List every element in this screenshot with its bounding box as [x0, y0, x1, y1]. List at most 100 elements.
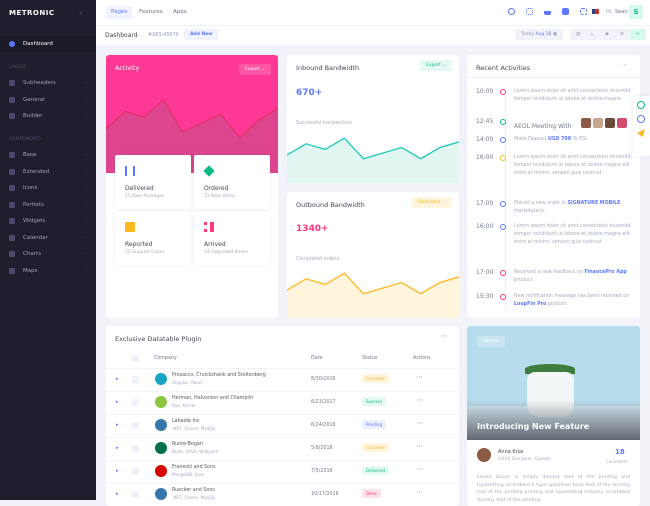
activity-link[interactable]: FinancePro App	[584, 270, 627, 275]
inbound-line	[287, 137, 459, 160]
sidebar-item-maps[interactable]: Maps ›	[0, 263, 96, 279]
avatar[interactable]	[581, 118, 592, 128]
actions-icon[interactable]: ⋯	[416, 465, 423, 473]
expand-icon[interactable]: ▸	[116, 422, 119, 428]
widgets-icon	[9, 218, 15, 224]
export-button[interactable]: Export ⌄	[239, 64, 271, 75]
column-header[interactable]: Date	[311, 356, 323, 361]
row-checkbox[interactable]	[132, 422, 139, 429]
greeting: Hi,	[606, 9, 613, 15]
sidebar-item-base[interactable]: Base ›	[0, 147, 96, 163]
page-code: #XRS-45670	[148, 33, 179, 38]
dot-icon	[500, 270, 506, 276]
dot-icon	[500, 224, 506, 230]
dot-icon	[500, 155, 506, 161]
sidebar-item-dashboard[interactable]: Dashboard	[0, 36, 96, 52]
activity-link[interactable]: SIGNATURE MOBILE	[567, 201, 621, 206]
search-icon[interactable]	[508, 8, 515, 15]
label: Export	[426, 63, 441, 68]
company-name[interactable]: Herman, Halvorson and Champlin	[172, 396, 254, 401]
basket-icon[interactable]	[562, 8, 569, 15]
activity-card: Activity Export ⌄ Delivered 15 New Packag…	[106, 55, 278, 318]
sidebar-item-calendar[interactable]: Calendar ›	[0, 230, 96, 246]
activity-link[interactable]: LoopFin Pro	[514, 302, 547, 307]
actions-icon[interactable]: ⋯	[416, 396, 423, 404]
feature-title[interactable]: Introducing New Feature	[477, 422, 590, 431]
sidebar-item-extended[interactable]: Extended ›	[0, 164, 96, 180]
export-button[interactable]: Export ⌄	[420, 60, 452, 71]
actions-icon[interactable]: ⋯	[416, 488, 423, 496]
sidebar-item-widgets[interactable]: Widgets ›	[0, 213, 96, 229]
more-icon[interactable]: ⋯	[440, 332, 447, 340]
apps-icon[interactable]	[580, 8, 587, 15]
select-all-checkbox[interactable]	[132, 355, 139, 362]
card-title: Recent Activities	[476, 64, 531, 72]
table-row[interactable]: ▸ Ruecker and Sons .NET, Oracle, MySQL 1…	[106, 483, 459, 506]
avatar[interactable]	[605, 118, 616, 128]
row-checkbox[interactable]	[132, 376, 139, 383]
flag-icon[interactable]	[592, 9, 599, 14]
company-name[interactable]: Labadie Inc	[172, 419, 200, 424]
date: 6/24/2016	[311, 423, 336, 428]
author-name[interactable]: Anna Krox	[498, 449, 524, 455]
tab-apps[interactable]: Apps	[173, 9, 187, 15]
gear-icon[interactable]: ⚙	[614, 29, 631, 40]
file-icon[interactable]: ▤	[570, 29, 587, 40]
sidebar-item-builder[interactable]: Builder ›	[0, 108, 96, 124]
eye-icon[interactable]: ◉	[599, 29, 615, 40]
label: General	[23, 96, 45, 103]
company-name[interactable]: Prosacco, Cruickshank and Stoltenberg	[172, 373, 266, 378]
subheader: Dashboard #XRS-45670 Add New Today Aug 1…	[96, 25, 650, 45]
date-picker[interactable]: Today Aug 16 ▣	[515, 29, 564, 40]
table-row[interactable]: ▸ Franecki and Sons MongoDB, Java 7/5/20…	[106, 460, 459, 483]
activity-text: product.	[546, 302, 568, 307]
row-checkbox[interactable]	[132, 468, 139, 475]
company-name[interactable]: Runte-Bogan	[172, 442, 203, 447]
actions-icon[interactable]: ⋯	[416, 442, 423, 450]
dot-icon	[500, 89, 506, 95]
column-header[interactable]: Status	[362, 356, 378, 361]
row-checkbox[interactable]	[132, 491, 139, 498]
expand-icon[interactable]: ▸	[116, 399, 119, 405]
sidebar-item-charts[interactable]: Charts ›	[0, 246, 96, 262]
tab-features[interactable]: Features	[139, 9, 163, 15]
company-name[interactable]: Franecki and Sons	[172, 465, 216, 470]
upload-icon[interactable]: △	[584, 29, 600, 40]
network-icon[interactable]	[526, 8, 533, 15]
row-checkbox[interactable]	[132, 445, 139, 452]
table-row[interactable]: ▸ Herman, Halvorson and Champlin Vue, Ke…	[106, 391, 459, 414]
table-row[interactable]: ▸ Runte-Bogan Node, SASS, Webpack 5/9/20…	[106, 437, 459, 460]
download-button[interactable]: Download ⌄	[412, 197, 452, 208]
chart-icon[interactable]	[544, 8, 551, 15]
expand-icon[interactable]: ▸	[116, 468, 119, 474]
row-checkbox[interactable]	[132, 399, 139, 406]
date-value: Aug 16	[535, 32, 552, 37]
avatar[interactable]	[617, 118, 628, 128]
add-icon[interactable]: +	[630, 29, 646, 40]
timeline-item: 10:00 Lorem ipsum dolor sit amit,consecte…	[476, 88, 631, 104]
table-row[interactable]: ▸ Labadie Inc .NET, Oracle, MySQL 6/24/2…	[106, 414, 459, 437]
sidebar-item-portlets[interactable]: Portlets ›	[0, 197, 96, 213]
sidebar-item-general[interactable]: General ›	[0, 92, 96, 108]
gear-icon[interactable]	[637, 115, 645, 123]
column-header[interactable]: Actions	[413, 356, 431, 361]
company-name[interactable]: Ruecker and Sons	[172, 488, 215, 493]
actions-icon[interactable]: ⋯	[416, 373, 423, 381]
layers-icon[interactable]	[637, 101, 645, 109]
expand-icon[interactable]: ▸	[116, 376, 119, 382]
avatar[interactable]	[593, 118, 604, 128]
add-new-button[interactable]: Add New	[184, 29, 219, 40]
chevrons-left-icon[interactable]: ‹	[79, 8, 83, 17]
sidebar-item-subheaders[interactable]: Subheaders ›	[0, 75, 96, 91]
sidebar-item-icons[interactable]: Icons ›	[0, 180, 96, 196]
activity-link[interactable]: USD 700	[548, 137, 572, 142]
more-icon[interactable]: ⋯	[621, 61, 628, 69]
avatar[interactable]: S	[629, 5, 643, 19]
send-icon[interactable]	[637, 129, 645, 137]
table-row[interactable]: ▸ Prosacco, Cruickshank and Stoltenberg …	[106, 368, 459, 391]
column-header[interactable]: Company	[154, 356, 177, 361]
expand-icon[interactable]: ▸	[116, 445, 119, 451]
tab-pages[interactable]: Pages	[106, 6, 133, 19]
expand-icon[interactable]: ▸	[116, 491, 119, 497]
actions-icon[interactable]: ⋯	[416, 419, 423, 427]
